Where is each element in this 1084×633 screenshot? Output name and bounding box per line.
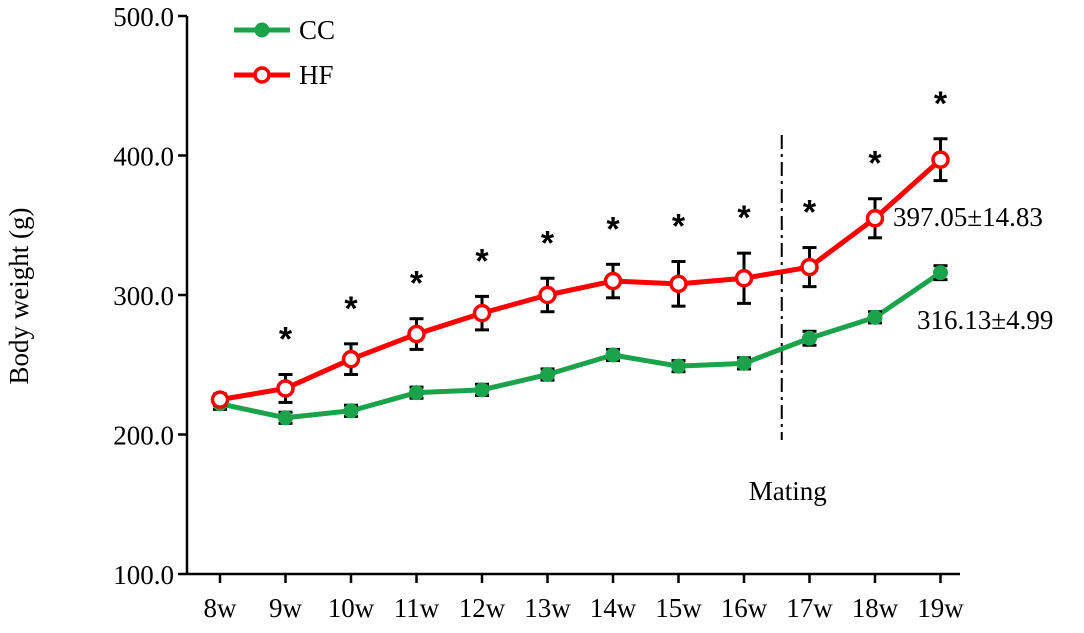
point-cc-11w xyxy=(409,385,424,401)
x-axis: 8w 9w 10w 11w 12w 13w 14w 15w 16w 17w 18w 19w xyxy=(187,572,964,623)
x-tick-label-18w: 18w xyxy=(852,593,899,623)
series-cc xyxy=(212,264,948,426)
significance-star-12w: * xyxy=(475,242,489,280)
legend-label-hf: HF xyxy=(299,60,334,90)
y-tick-label-400: 400.0 xyxy=(113,142,174,172)
point-hf-19w xyxy=(931,150,950,169)
legend-item-cc: CC xyxy=(234,15,335,45)
x-tick-label-14w: 14w xyxy=(590,593,637,623)
point-hf-14w xyxy=(603,271,623,291)
x-tick-label-17w: 17w xyxy=(786,593,833,623)
legend-marker-hf xyxy=(253,66,271,84)
significance-star-16w: * xyxy=(737,199,751,237)
legend: CC HF xyxy=(234,15,335,90)
series-hf xyxy=(210,137,950,409)
y-axis: 100.0 200.0 300.0 400.0 500.0 xyxy=(113,2,189,590)
significance-star-19w: * xyxy=(934,85,948,123)
x-tick-label-12w: 12w xyxy=(459,593,506,623)
point-hf-10w xyxy=(341,349,361,369)
cc-final-annotation: 316.13±4.99 xyxy=(917,305,1053,335)
significance-star-17w: * xyxy=(803,194,817,232)
x-tick-label-8w: 8w xyxy=(204,593,238,623)
point-hf-13w xyxy=(538,285,557,305)
point-cc-14w xyxy=(605,347,621,363)
legend-marker-cc xyxy=(254,22,270,38)
significance-star-18w: * xyxy=(868,145,882,183)
point-cc-13w xyxy=(540,367,555,383)
point-cc-19w xyxy=(933,265,948,281)
significance-star-10w: * xyxy=(344,290,358,328)
point-hf-8w xyxy=(210,390,230,409)
significance-star-15w: * xyxy=(672,208,686,246)
y-tick-label-200: 200.0 xyxy=(113,421,174,451)
point-cc-18w xyxy=(867,309,883,325)
y-tick-label-100: 100.0 xyxy=(113,560,174,590)
point-cc-16w xyxy=(736,355,752,371)
point-hf-12w xyxy=(472,303,492,323)
y-tick-label-300: 300.0 xyxy=(113,281,174,311)
point-hf-11w xyxy=(407,324,426,344)
point-hf-18w xyxy=(865,209,885,228)
point-cc-10w xyxy=(343,403,359,419)
hf-final-annotation: 397.05±14.83 xyxy=(893,202,1043,232)
point-hf-9w xyxy=(276,379,295,398)
point-cc-9w xyxy=(278,410,293,426)
x-tick-label-19w: 19w xyxy=(917,593,964,623)
x-tick-label-10w: 10w xyxy=(328,593,375,623)
significance-star-13w: * xyxy=(541,224,555,262)
mating-label: Mating xyxy=(749,476,827,506)
point-cc-17w xyxy=(802,330,817,346)
x-tick-label-9w: 9w xyxy=(269,593,303,623)
point-cc-12w xyxy=(474,382,490,398)
significance-star-11w: * xyxy=(410,265,424,303)
y-axis-label: Body weight (g) xyxy=(4,208,34,385)
x-tick-label-15w: 15w xyxy=(655,593,702,623)
significance-star-14w: * xyxy=(606,210,620,248)
legend-label-cc: CC xyxy=(299,15,335,45)
x-tick-label-13w: 13w xyxy=(524,593,571,623)
point-hf-16w xyxy=(734,269,754,288)
significance-star-9w: * xyxy=(279,321,293,359)
point-hf-17w xyxy=(800,257,819,277)
series-line-cc xyxy=(219,270,942,421)
x-tick-label-11w: 11w xyxy=(394,593,440,623)
y-tick-label-500: 500.0 xyxy=(113,2,174,32)
x-tick-label-16w: 16w xyxy=(721,593,768,623)
point-cc-15w xyxy=(671,358,686,374)
point-hf-15w xyxy=(669,274,688,294)
series-line-hf xyxy=(219,157,943,403)
legend-item-hf: HF xyxy=(234,60,334,90)
